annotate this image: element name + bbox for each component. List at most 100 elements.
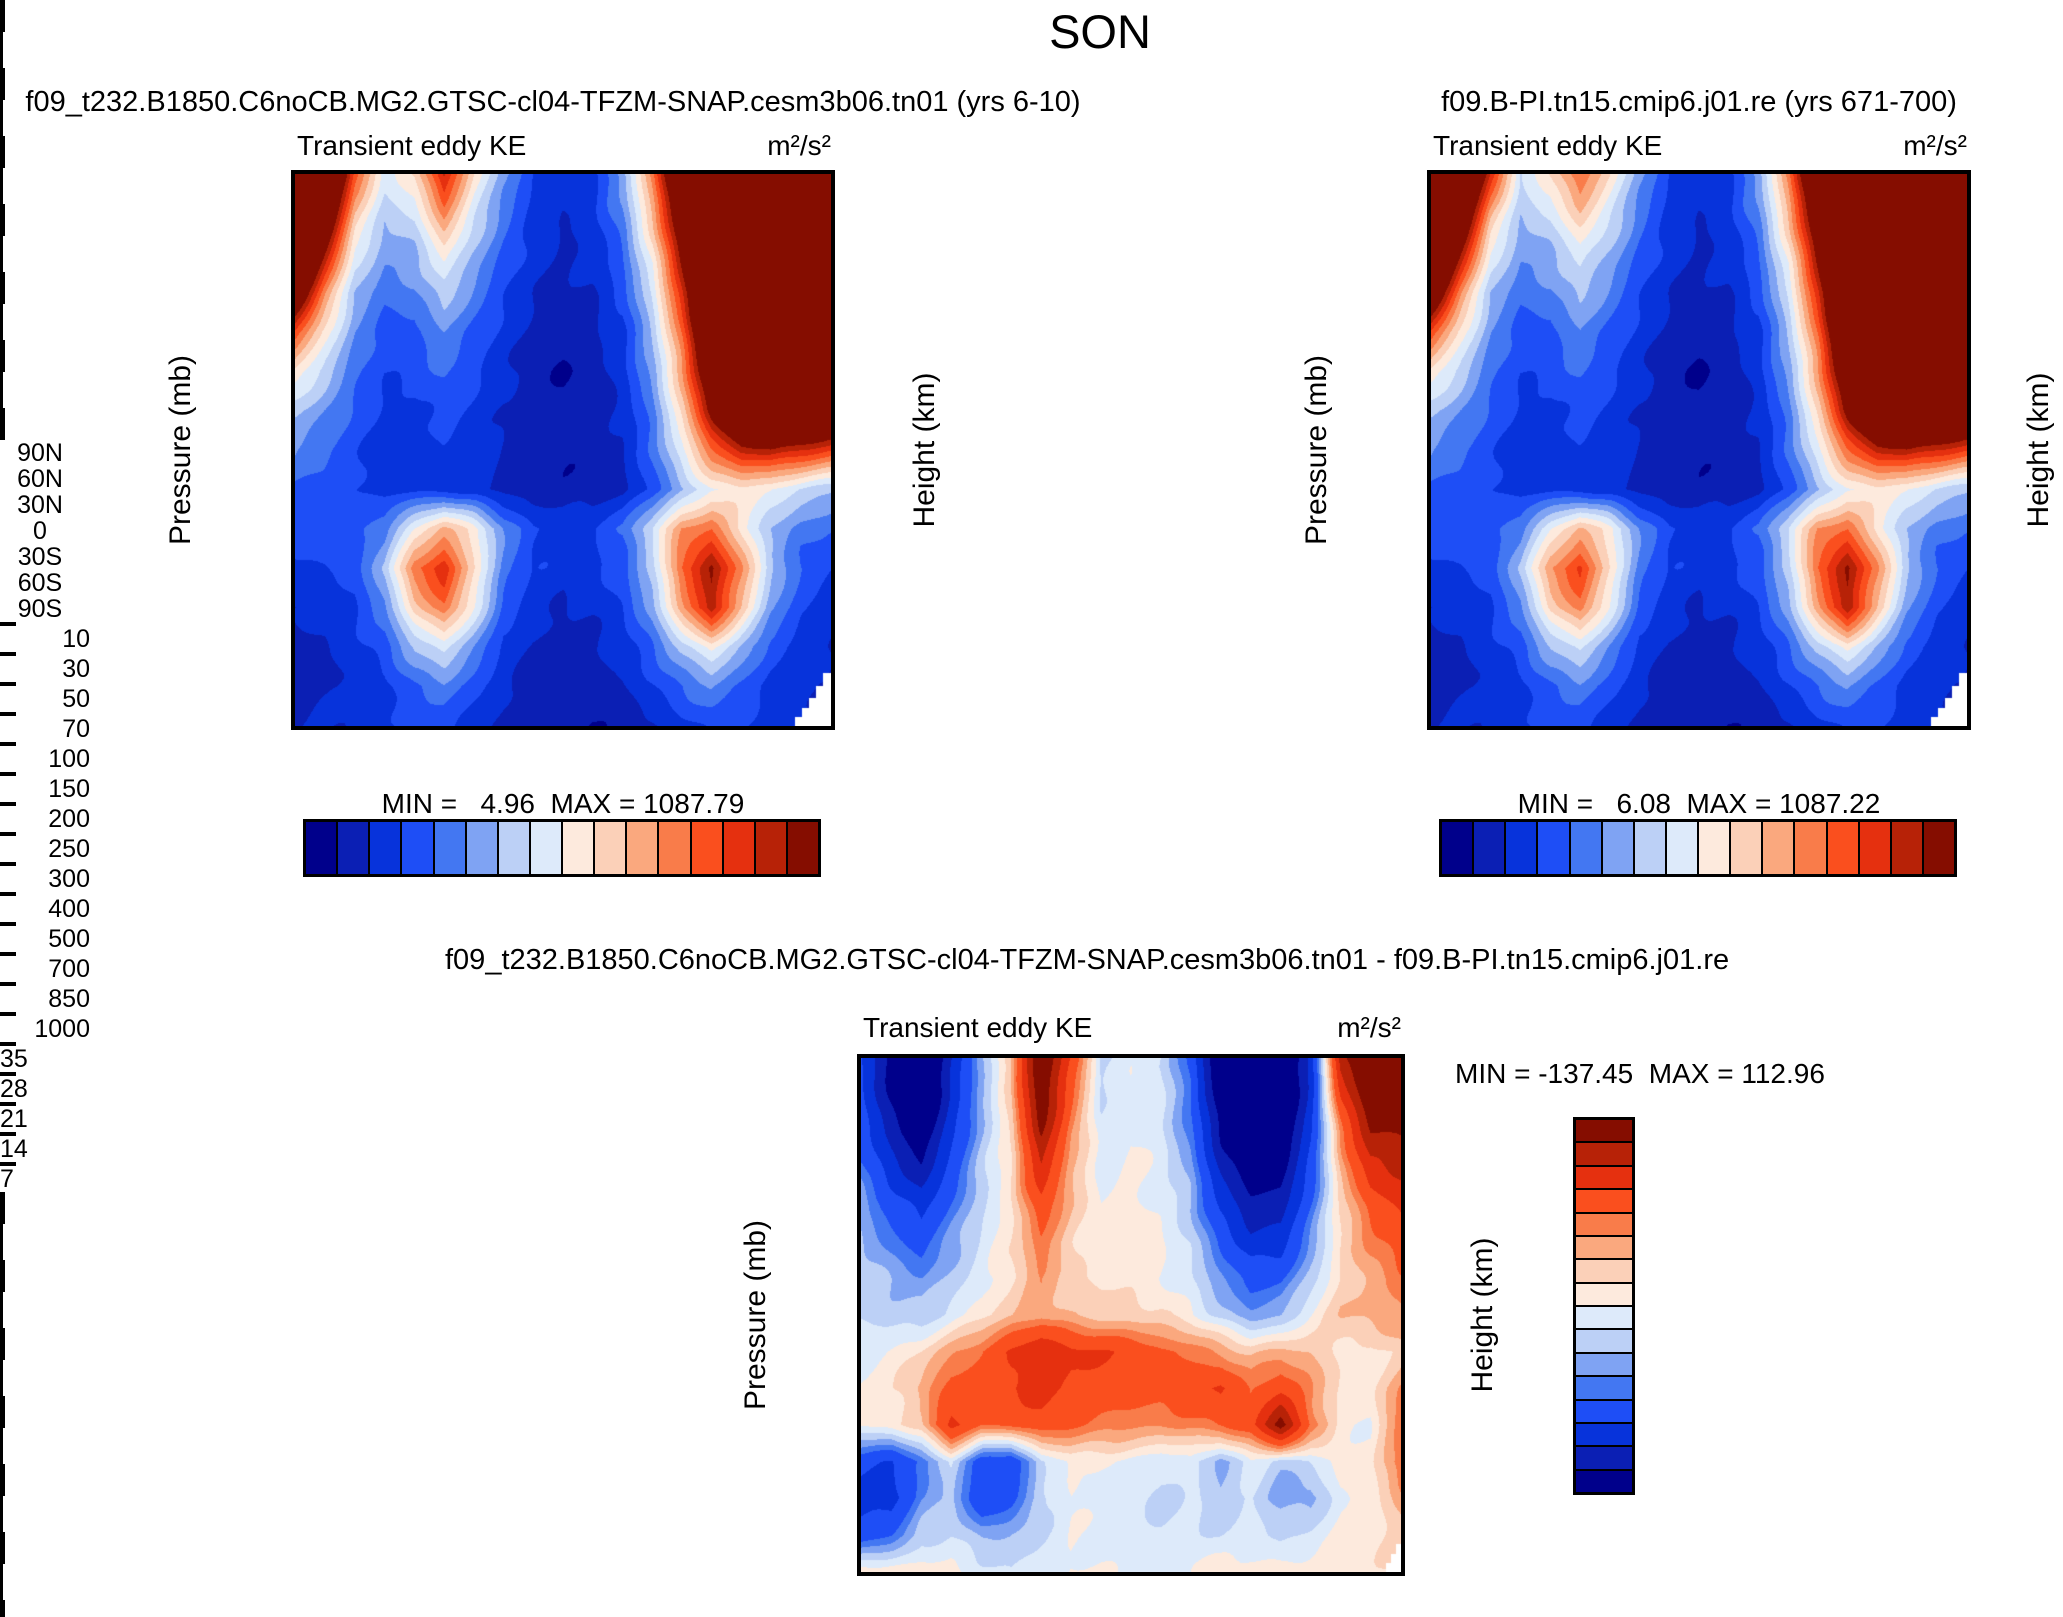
units-label-model: m²/s² xyxy=(767,130,831,161)
x-tick-top xyxy=(0,128,3,136)
pressure-tick xyxy=(0,862,16,866)
pressure-tick-label: 300 xyxy=(48,865,90,893)
colorbar-segment xyxy=(1442,822,1475,874)
x-tick-top xyxy=(0,264,3,272)
pressure-tick xyxy=(0,652,16,656)
pressure-tick xyxy=(0,682,16,686)
units-label-control: m²/s² xyxy=(1903,130,1967,161)
height-tick-label: 21 xyxy=(0,1105,28,1133)
colorbar-segment xyxy=(1923,822,1954,874)
pressure-tick-label: 100 xyxy=(48,745,90,773)
colorbar-segment xyxy=(595,822,628,874)
pressure-tick xyxy=(0,982,16,986)
pressure-tick-label: 850 xyxy=(48,985,90,1013)
x-tick-top xyxy=(0,18,5,32)
colorbar-segment xyxy=(466,822,499,874)
x-tick-label: 90S xyxy=(17,595,63,623)
minmax-diff: MIN = -137.45 MAX = 112.96 xyxy=(1455,1058,1825,1089)
height-tick xyxy=(0,1042,16,1046)
diff-colorbar-segment xyxy=(1576,1260,1632,1284)
x-tick xyxy=(0,1446,3,1456)
x-tick-top xyxy=(0,1320,3,1328)
colorbar-segment xyxy=(723,822,756,874)
diff-colorbar-segment xyxy=(1576,1190,1632,1214)
x-tick-top xyxy=(0,1414,5,1428)
x-tick-top xyxy=(0,154,5,168)
colorbar-segment xyxy=(1570,822,1603,874)
x-tick xyxy=(0,1564,3,1574)
x-tick xyxy=(0,32,3,42)
x-tick-label: 60S xyxy=(17,569,63,597)
x-tick-top xyxy=(0,1234,3,1242)
colorbar-segment xyxy=(498,822,531,874)
x-tick-top xyxy=(0,314,3,322)
x-tick-top xyxy=(0,42,3,50)
x-tick-label: 90N xyxy=(17,439,63,467)
colorbar-model xyxy=(303,819,821,877)
x-tick-top xyxy=(0,290,5,304)
x-tick xyxy=(0,236,3,246)
contour-plot-control xyxy=(1431,174,1967,726)
colorbar-segment xyxy=(530,822,563,874)
diff-colorbar-segment xyxy=(1576,1470,1632,1492)
height-axis-title-control: Height (km) xyxy=(2022,372,2055,528)
x-tick xyxy=(0,390,3,400)
pressure-tick xyxy=(0,712,16,716)
x-tick xyxy=(0,372,3,382)
x-tick-top xyxy=(0,1252,3,1260)
x-tick xyxy=(0,1360,3,1370)
height-tick-label: 14 xyxy=(0,1135,28,1163)
x-tick-top xyxy=(0,1346,5,1360)
colorbar-segment xyxy=(1538,822,1571,874)
colorbar-segment xyxy=(1634,822,1667,874)
diff-colorbar-segment xyxy=(1576,1423,1632,1448)
diff-colorbar-segment xyxy=(1576,1143,1632,1167)
panel-title-model: f09_t232.B1850.C6noCB.MG2.GTSC-cl04-TFZM… xyxy=(25,86,1081,118)
x-tick-top xyxy=(0,86,5,100)
pressure-axis-title-control: Pressure (mb) xyxy=(1300,354,1333,546)
colorbar-segment xyxy=(1506,822,1539,874)
height-tick-label: 7 xyxy=(0,1165,14,1193)
pressure-tick xyxy=(0,832,16,836)
x-tick-top xyxy=(0,1550,5,1564)
colorbar-diff xyxy=(1573,1117,1635,1495)
colorbar-segment xyxy=(370,822,403,874)
page-title: SON xyxy=(1049,5,1151,58)
x-tick xyxy=(0,1496,3,1506)
pressure-tick xyxy=(0,802,16,806)
x-tick xyxy=(0,1242,3,1252)
field-label-control: Transient eddy KE xyxy=(1433,130,1663,161)
height-tick xyxy=(0,1102,16,1106)
diff-colorbar-segment xyxy=(1576,1377,1632,1401)
colorbar-segment xyxy=(755,822,788,874)
x-tick-top xyxy=(0,1482,5,1496)
colorbar-segment xyxy=(402,822,435,874)
colorbar-control xyxy=(1439,819,1957,877)
height-tick xyxy=(0,1072,16,1076)
x-tick-top xyxy=(0,246,3,254)
x-tick xyxy=(0,1428,3,1438)
diff-colorbar-segment xyxy=(1576,1400,1632,1424)
x-tick-top xyxy=(0,1524,3,1532)
pressure-tick xyxy=(0,922,16,926)
diff-colorbar-segment xyxy=(1576,1236,1632,1261)
x-tick-top xyxy=(0,1506,3,1514)
pressure-tick xyxy=(0,742,16,746)
x-tick-top xyxy=(0,1438,3,1446)
x-tick-top xyxy=(0,196,3,204)
x-tick xyxy=(0,304,3,314)
pressure-axis-title-diff: Pressure (mb) xyxy=(739,1219,772,1411)
height-tick xyxy=(0,1162,16,1166)
diff-colorbar-segment xyxy=(1576,1330,1632,1354)
units-label-diff: m²/s² xyxy=(1337,1012,1401,1043)
pressure-tick xyxy=(0,892,16,896)
pressure-tick xyxy=(0,1012,16,1016)
x-tick xyxy=(0,322,3,332)
height-axis-title-model: Height (km) xyxy=(908,372,941,528)
x-tick-top xyxy=(0,332,3,340)
colorbar-segment xyxy=(1827,822,1860,874)
contour-plot-model xyxy=(295,174,831,726)
field-label-diff: Transient eddy KE xyxy=(863,1012,1093,1043)
x-tick xyxy=(0,1192,5,1210)
colorbar-segment xyxy=(1859,822,1892,874)
